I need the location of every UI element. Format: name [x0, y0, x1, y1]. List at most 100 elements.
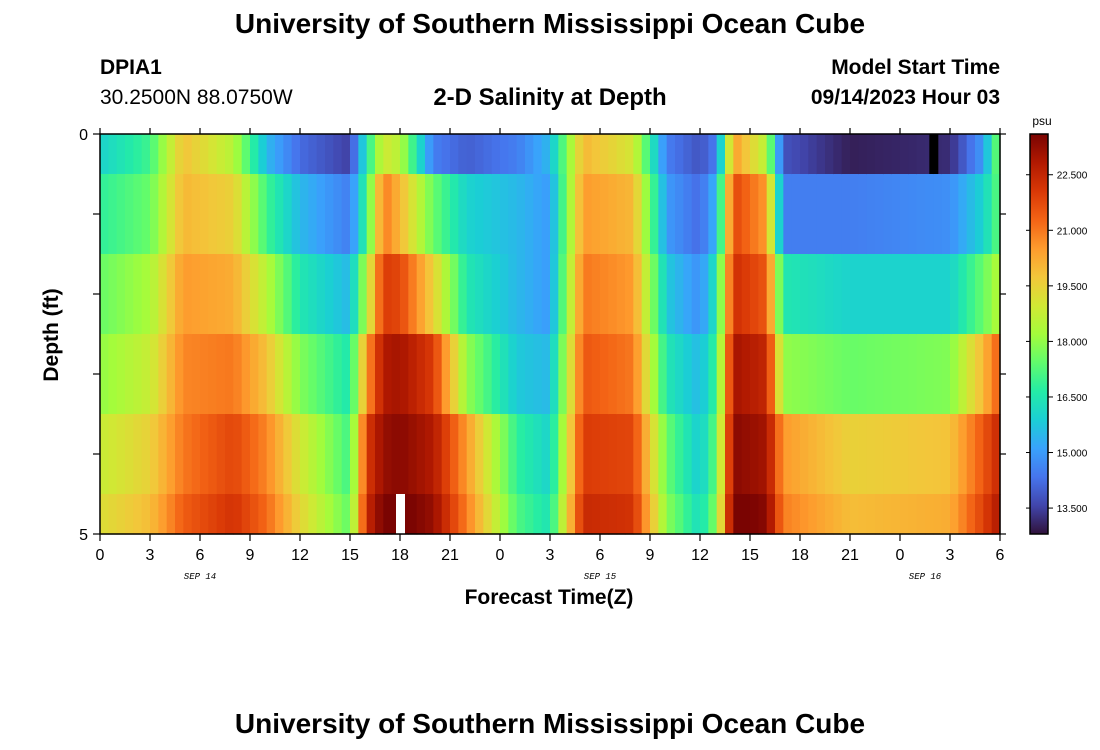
heatmap-cell: [166, 254, 176, 335]
heatmap-cell: [808, 134, 818, 175]
heatmap-cell: [875, 254, 884, 335]
heatmap-cell: [550, 494, 559, 535]
heatmap-cell: [366, 494, 376, 535]
heatmap-cell: [366, 414, 376, 495]
heatmap-cell: [216, 254, 226, 335]
heatmap-cell: [683, 494, 693, 535]
heatmap-cell: [883, 334, 893, 415]
x-tick-label: 18: [391, 547, 409, 564]
heatmap-cell: [466, 414, 476, 495]
heatmap-cell: [616, 334, 626, 415]
heatmap-cell: [183, 254, 193, 335]
heatmap-cell: [341, 334, 351, 415]
heatmap-cell: [933, 174, 943, 255]
colorbar-tick-label: 13.500: [1057, 504, 1088, 515]
heatmap-cell: [333, 494, 343, 535]
missing-data-cell: [929, 134, 939, 174]
heatmap-cell: [900, 494, 909, 535]
heatmap-cell: [150, 254, 159, 335]
heatmap-cell: [233, 254, 243, 335]
x-tick-label: 15: [741, 547, 759, 564]
heatmap-cell: [391, 174, 401, 255]
heatmap-cell: [700, 254, 709, 335]
heatmap-cell: [500, 494, 509, 535]
heatmap-cell: [100, 494, 109, 535]
heatmap-cell: [483, 174, 493, 255]
heatmap-cell: [766, 414, 776, 495]
heatmap-cell: [941, 414, 951, 495]
heatmap-cell: [725, 494, 734, 535]
heatmap-cell: [541, 254, 551, 335]
heatmap-cell: [408, 134, 418, 175]
heatmap-cell: [175, 174, 184, 255]
heatmap-cell: [475, 334, 484, 415]
heatmap-cell: [583, 134, 593, 175]
heatmap-cell: [575, 174, 584, 255]
heatmap-cell: [225, 494, 234, 535]
heatmap-cell: [941, 134, 951, 175]
heatmap-cell: [441, 334, 451, 415]
heatmap-cell: [975, 174, 984, 255]
heatmap-cell: [908, 494, 918, 535]
heatmap-cell: [850, 414, 859, 495]
heatmap-cell: [875, 134, 884, 175]
x-axis: 0 3 6 9 12 15 18 21 0 3 6 9 12 15 18 21 0 3 6 SEP 14 SEP 15 S…: [96, 128, 1005, 582]
heatmap-cell: [758, 134, 768, 175]
heatmap-cell: [858, 134, 868, 175]
heatmap-cell: [508, 174, 518, 255]
heatmap-cell: [991, 494, 1001, 535]
heatmap-cell: [516, 174, 526, 255]
heatmap-cell: [666, 494, 676, 535]
heatmap-cell: [525, 414, 534, 495]
heatmap-cell: [741, 414, 751, 495]
heatmap-cell: [308, 494, 318, 535]
heatmap-cell: [883, 494, 893, 535]
heatmap-cell: [733, 494, 743, 535]
heatmap-cell: [941, 174, 951, 255]
heatmap-cell: [616, 494, 626, 535]
heatmap-cell: [841, 334, 851, 415]
heatmap-cell: [291, 134, 301, 175]
heatmap-cell: [950, 174, 959, 255]
heatmap-cell: [866, 134, 876, 175]
heatmap-cell: [825, 174, 834, 255]
heatmap-cell: [816, 174, 826, 255]
heatmap-cell: [141, 414, 151, 495]
colorbar-gradient: [1029, 133, 1049, 535]
heatmap-cell: [116, 174, 126, 255]
heatmap-cell: [341, 174, 351, 255]
heatmap-cell: [991, 174, 1001, 255]
heatmap-cell: [275, 494, 284, 535]
heatmap-cell: [133, 334, 143, 415]
heatmap-cell: [683, 254, 693, 335]
heatmap-cell: [258, 174, 268, 255]
heatmap-cell: [691, 334, 701, 415]
heatmap-cell: [833, 174, 843, 255]
heatmap-cell: [666, 134, 676, 175]
heatmap-cell: [458, 134, 468, 175]
heatmap-cell: [291, 414, 301, 495]
heatmap-cell: [541, 414, 551, 495]
heatmap-cell: [266, 174, 276, 255]
heatmap-cell: [341, 494, 351, 535]
heatmap-cell: [250, 174, 259, 255]
heatmap-cell: [625, 494, 634, 535]
heatmap-cell: [350, 414, 359, 495]
heatmap-cell: [958, 414, 968, 495]
heatmap-cell: [883, 414, 893, 495]
heatmap-cell: [791, 414, 801, 495]
heatmap-cell: [333, 134, 343, 175]
heatmap-cell: [708, 494, 718, 535]
heatmap-cell: [841, 174, 851, 255]
heatmap-cell: [466, 334, 476, 415]
heatmap-cell: [608, 494, 618, 535]
heatmap-cell: [708, 174, 718, 255]
heatmap-cell: [233, 494, 243, 535]
heatmap-cell: [350, 174, 359, 255]
heatmap-cell: [975, 254, 984, 335]
heatmap-cell: [125, 174, 134, 255]
heatmap-cell: [308, 254, 318, 335]
heatmap-cell: [650, 414, 659, 495]
heatmap-cell: [616, 254, 626, 335]
heatmap-cell: [616, 134, 626, 175]
